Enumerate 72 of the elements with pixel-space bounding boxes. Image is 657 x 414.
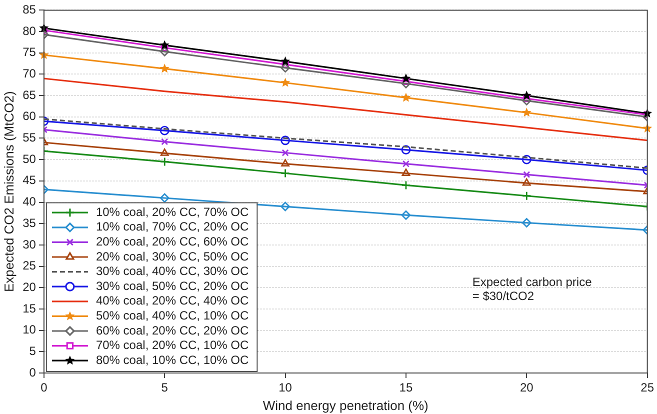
- y-axis-title: Expected CO2 Emissions (MtCO2): [1, 91, 16, 292]
- point: [281, 159, 290, 167]
- point: [280, 202, 290, 212]
- point: [401, 73, 411, 83]
- point: [522, 154, 532, 164]
- legend-label: 10% coal, 20% CC, 70% OC: [96, 204, 250, 219]
- point: [402, 168, 410, 176]
- point: [160, 148, 169, 156]
- annotation: Expected carbon price = $30/tCO2: [472, 275, 592, 304]
- point: [280, 56, 290, 66]
- point: [160, 193, 170, 203]
- x-tick-label: 0: [40, 380, 48, 395]
- legend-label: 30% coal, 50% CC, 20% OC: [96, 278, 250, 293]
- point: [522, 90, 532, 100]
- x-tick-label: 10: [278, 380, 292, 395]
- point: [280, 63, 290, 73]
- y-tick-label: 55: [22, 130, 36, 145]
- legend-label: 80% coal, 10% CC, 10% OC: [96, 352, 250, 367]
- legend-label: 70% coal, 20% CC, 10% OC: [96, 338, 250, 352]
- point: [522, 191, 532, 201]
- point: [522, 108, 532, 117]
- point: [160, 40, 170, 50]
- y-tick-label: 45: [22, 173, 36, 188]
- y-tick-label: 10: [22, 322, 36, 337]
- legend-label: 40% coal, 20% CC, 40% OC: [96, 294, 250, 308]
- point: [160, 46, 170, 56]
- point: [280, 168, 290, 178]
- y-tick-label: 30: [22, 237, 36, 252]
- y-tick-label: 0: [29, 365, 36, 380]
- legend-label: 10% coal, 70% CC, 20% OC: [96, 220, 250, 234]
- y-tick-label: 40: [22, 194, 36, 209]
- y-tick-label: 15: [22, 301, 36, 316]
- x-tick-label: 15: [399, 380, 413, 395]
- legend-label: 20% coal, 20% CC, 60% OC: [96, 234, 250, 249]
- legend-label: 50% coal, 40% CC, 10% OC: [96, 308, 250, 323]
- y-tick-label: 70: [22, 66, 36, 81]
- point: [401, 180, 411, 190]
- point: [282, 149, 289, 156]
- point: [522, 178, 531, 186]
- point: [161, 138, 168, 146]
- x-axis-title: Wind energy penetration (%): [262, 398, 428, 413]
- y-tick-label: 75: [22, 45, 36, 60]
- y-tick-label: 80: [22, 24, 36, 38]
- point: [402, 160, 410, 168]
- y-tick-label: 50: [22, 152, 36, 166]
- point: [280, 136, 290, 146]
- y-tick-label: 20: [22, 280, 36, 294]
- point: [160, 126, 170, 136]
- x-tick-label: 25: [640, 380, 654, 395]
- y-tick-label: 35: [22, 216, 36, 230]
- point: [401, 210, 411, 220]
- point: [402, 78, 410, 86]
- y-tick-label: 65: [22, 88, 36, 102]
- y-tick-label: 25: [22, 258, 36, 273]
- point: [161, 44, 168, 52]
- y-tick-label: 85: [22, 2, 36, 17]
- point: [282, 60, 289, 68]
- legend-label: 60% coal, 20% CC, 20% OC: [96, 323, 250, 338]
- y-tick-label: 60: [22, 109, 36, 124]
- point: [523, 171, 530, 178]
- legend-label: 20% coal, 30% CC, 50% OC: [96, 249, 250, 264]
- point: [401, 145, 411, 154]
- legend-label: 30% coal, 40% CC, 30% OC: [96, 264, 250, 278]
- point: [280, 78, 290, 87]
- point: [523, 95, 530, 102]
- x-tick-label: 20: [520, 380, 534, 395]
- point: [160, 64, 170, 73]
- x-tick-label: 5: [161, 380, 168, 395]
- point: [401, 92, 411, 102]
- y-tick-label: 5: [29, 344, 36, 358]
- point: [160, 157, 170, 166]
- point: [522, 218, 532, 228]
